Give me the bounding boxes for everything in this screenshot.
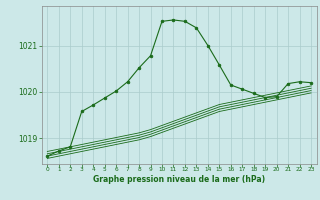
X-axis label: Graphe pression niveau de la mer (hPa): Graphe pression niveau de la mer (hPa) xyxy=(93,175,265,184)
